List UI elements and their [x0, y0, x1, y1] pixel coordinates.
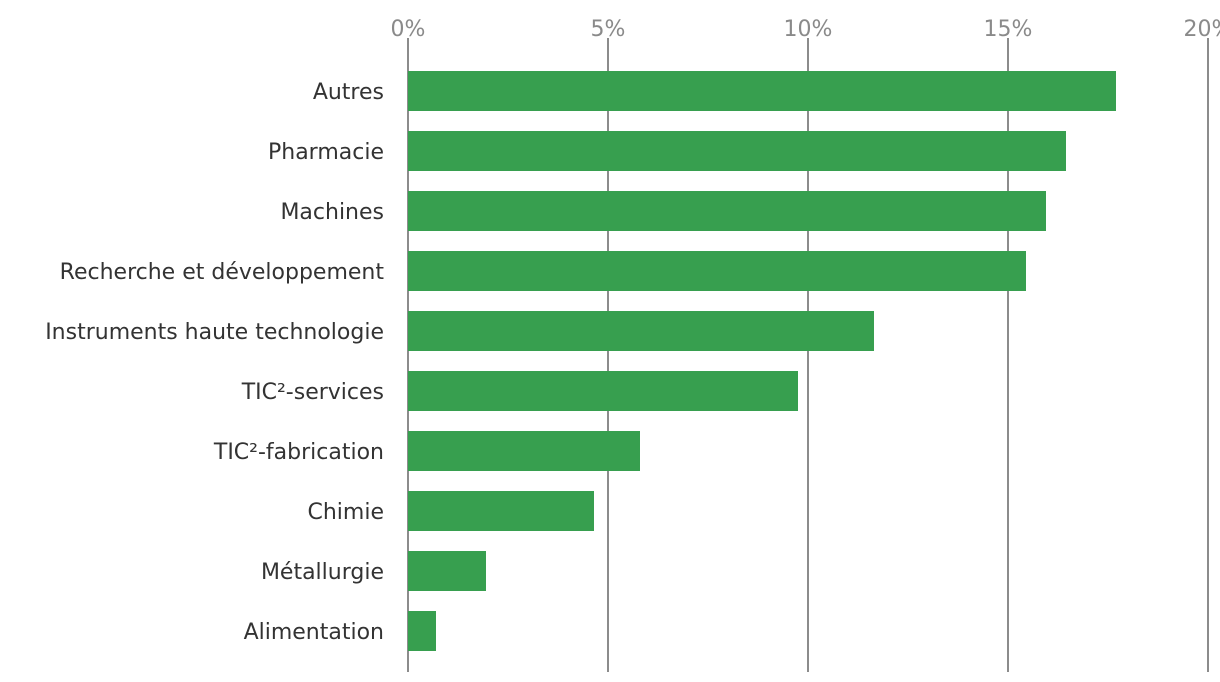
- category-label: TIC²-services: [241, 380, 384, 405]
- category-label: Machines: [280, 200, 384, 225]
- bar: [408, 251, 1026, 291]
- x-tick-label: 5%: [591, 17, 626, 42]
- x-tick-label: 10%: [784, 17, 833, 42]
- bar: [408, 491, 594, 531]
- category-label: Recherche et développement: [60, 260, 385, 285]
- category-label: Autres: [313, 80, 384, 105]
- category-label: Instruments haute technologie: [45, 320, 384, 345]
- bar: [408, 311, 874, 351]
- x-tick-label: 15%: [984, 17, 1033, 42]
- category-labels: Autres Pharmacie Machines Recherche et déve…: [45, 80, 384, 645]
- bar: [408, 71, 1116, 111]
- bar: [408, 551, 486, 591]
- bar: [408, 611, 436, 651]
- category-label: Alimentation: [244, 620, 384, 645]
- bar: [408, 431, 640, 471]
- x-tick-label: 0%: [391, 17, 426, 42]
- x-axis-tick-labels: 0% 5% 10% 15% 20%: [391, 17, 1220, 42]
- category-label: Pharmacie: [268, 140, 384, 165]
- bar: [408, 191, 1046, 231]
- category-label: Chimie: [308, 500, 385, 525]
- bar: [408, 371, 798, 411]
- bars: [408, 71, 1116, 651]
- bar: [408, 131, 1066, 171]
- category-label: TIC²-fabrication: [213, 440, 384, 465]
- x-tick-label: 20%: [1184, 17, 1220, 42]
- category-label: Métallurgie: [261, 560, 384, 585]
